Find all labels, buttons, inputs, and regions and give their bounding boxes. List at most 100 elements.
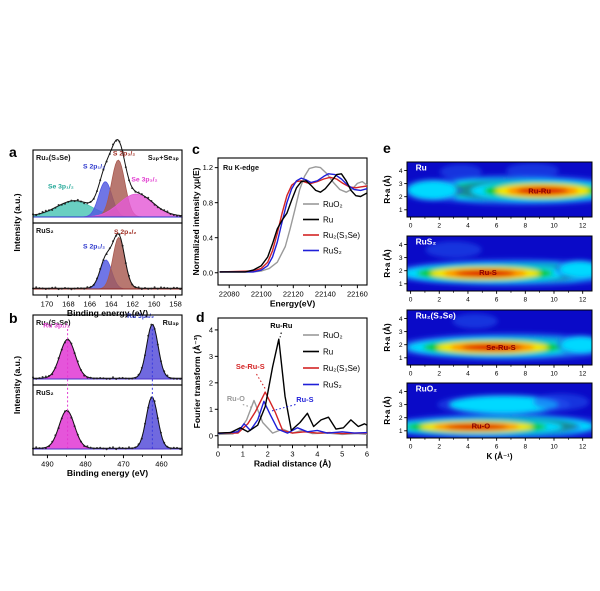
x-tick-label: 158 (169, 300, 182, 309)
legend-label: RuO₂ (323, 331, 343, 340)
x-tick-label: 6 (495, 297, 499, 304)
data-point (44, 447, 47, 450)
data-point (51, 209, 54, 211)
data-point (121, 447, 124, 449)
x-tick-label: 1 (241, 450, 245, 459)
x-axis-label: Binding energy (eV) (67, 308, 148, 318)
data-point (124, 262, 127, 265)
x-tick-label: 2 (437, 223, 441, 230)
y-axis-label: R+a (Å) (383, 175, 392, 204)
panel-letter: e (383, 140, 391, 156)
data-point (156, 206, 159, 209)
data-point (144, 287, 146, 289)
y-tick-label: 4 (209, 326, 213, 335)
x-tick-label: 170 (41, 300, 54, 309)
data-point (166, 210, 169, 213)
peak-label: Se 3p₃/₂ (131, 177, 157, 184)
x-tick-label: 6 (495, 223, 499, 230)
x-tick-label: 4 (315, 450, 319, 459)
data-point (48, 287, 50, 290)
data-point (64, 287, 66, 289)
x-tick-label: 164 (105, 300, 118, 309)
data-point (176, 377, 178, 380)
sample-label: RuS₂ (416, 237, 437, 247)
peak-label: Se 3p₁/₂ (48, 184, 74, 191)
x-tick-label: 22080 (219, 290, 240, 299)
data-point (128, 179, 130, 182)
data-point (57, 204, 60, 206)
data-point (108, 247, 111, 250)
data-point (96, 447, 98, 449)
y-tick-label: 2 (399, 268, 403, 275)
y-tick-label: 3 (399, 402, 403, 409)
data-point (176, 446, 178, 449)
data-point (51, 286, 54, 289)
annotation: Se-Ru-S (236, 362, 265, 371)
data-point (166, 374, 169, 377)
annotation: Ru-Ru (270, 321, 293, 330)
data-point (118, 446, 121, 449)
data-point (60, 348, 63, 351)
xps-subpanel (32, 323, 182, 380)
data-point (105, 253, 108, 256)
wavelet-map-3 (407, 310, 592, 365)
x-tick-label: 8 (523, 444, 527, 451)
y-tick-label: 0.8 (203, 198, 213, 207)
data-point (179, 215, 182, 218)
data-point (86, 286, 89, 289)
peak-label: S 2p₁/₂ (83, 244, 105, 251)
data-point (57, 357, 60, 360)
x-tick-label: 2 (266, 450, 270, 459)
data-point (105, 448, 108, 451)
data-point (44, 375, 47, 378)
legend-label: RuO₂ (323, 200, 343, 209)
data-point (163, 209, 166, 212)
annotation: Ru-O (227, 394, 245, 403)
x-tick-label: 10 (550, 371, 558, 378)
panel-a-xps-s2p-se3p: a Intensity (a.u.) Ru₂(S₃Se) S₂ₚ+Se₃ₚ Se 3p₁… (9, 139, 183, 318)
data-point (54, 434, 57, 437)
data-point (121, 150, 124, 153)
x-tick-label: 4 (466, 444, 470, 451)
data-point (73, 200, 76, 203)
peak-label: S 2p₁/₂ (83, 164, 105, 171)
data-point (105, 160, 108, 163)
data-point (115, 234, 118, 237)
series-Ru (217, 338, 368, 434)
data-point (70, 199, 73, 202)
data-point (70, 288, 73, 291)
data-point (172, 214, 175, 216)
data-point (60, 203, 63, 206)
x-tick-label: 160 (148, 300, 161, 309)
peak-label: S 2p₃/₂ (113, 150, 135, 157)
data-point (156, 287, 159, 290)
panel-letter: c (192, 141, 200, 157)
data-point (96, 190, 98, 193)
region-label: Ru₃ₚ (163, 318, 180, 327)
data-point (144, 354, 146, 357)
data-point (156, 343, 159, 346)
data-point (115, 139, 118, 142)
data-point (179, 448, 182, 450)
data-point (163, 286, 166, 289)
y-tick-label: 4 (399, 168, 403, 175)
data-point (131, 447, 134, 450)
data-point (179, 288, 182, 290)
data-point (67, 410, 70, 413)
data-point (134, 376, 137, 379)
x-tick-label: 0 (409, 297, 413, 304)
wavelet-map-2 (407, 236, 592, 291)
data-point (67, 287, 70, 290)
data-point (134, 190, 137, 193)
panel-letter: b (9, 310, 18, 326)
data-point (80, 200, 82, 203)
data-point (124, 447, 127, 450)
data-point (169, 213, 172, 215)
data-point (60, 417, 63, 420)
x-tick-label: 4 (466, 223, 470, 230)
data-point (137, 443, 140, 446)
x-tick-label: 2 (437, 371, 441, 378)
y-tick-label: 1 (399, 355, 403, 362)
data-point (160, 286, 162, 289)
